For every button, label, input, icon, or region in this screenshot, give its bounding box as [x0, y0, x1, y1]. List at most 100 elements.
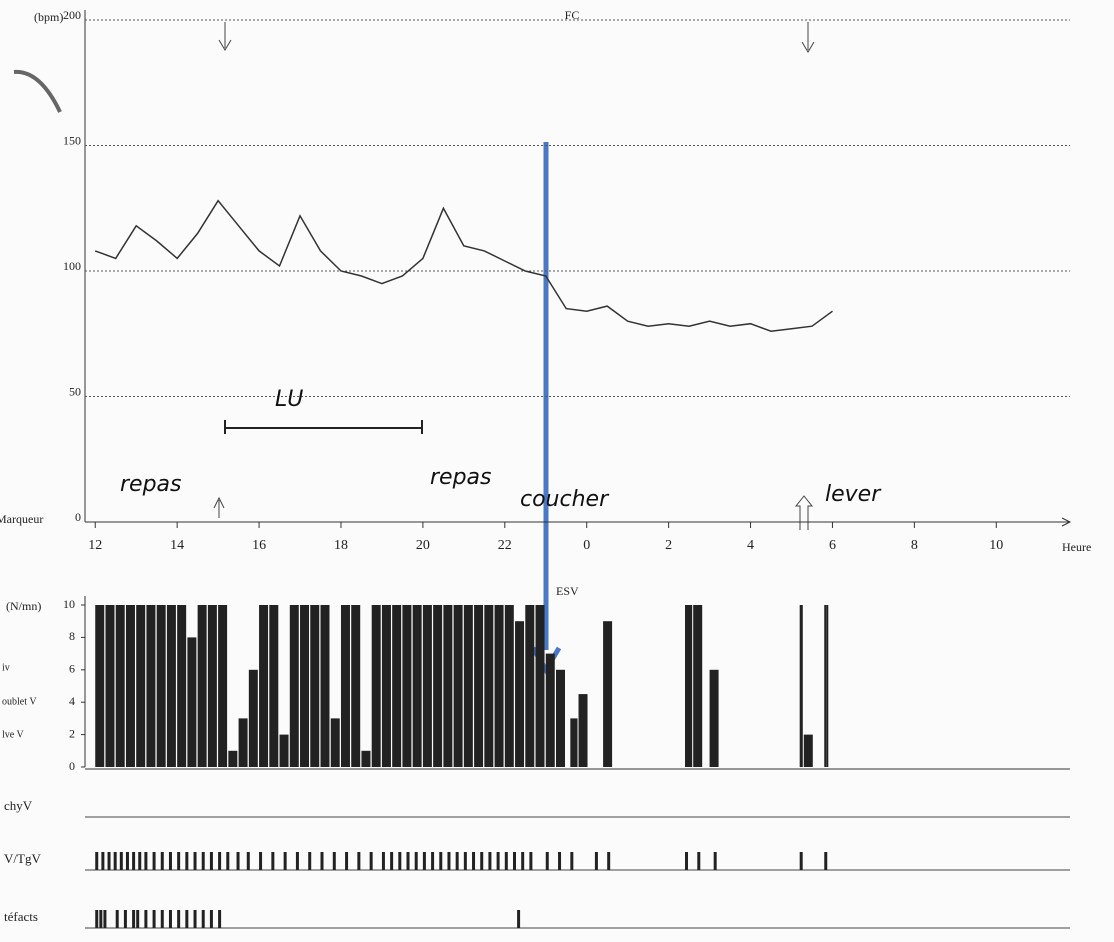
event-tick — [226, 852, 230, 870]
bar — [177, 605, 187, 767]
bar — [443, 605, 453, 767]
event-tick — [463, 852, 467, 870]
event-tick — [529, 852, 533, 870]
y-tick-label: 0 — [75, 510, 81, 524]
event-tick — [517, 910, 521, 928]
event-tick — [414, 852, 418, 870]
event-tick — [95, 910, 99, 928]
bar — [125, 605, 135, 767]
event-tick — [185, 910, 189, 928]
event-tick — [685, 852, 689, 870]
row-label: chyV — [4, 798, 33, 813]
event-tick — [168, 852, 172, 870]
event-tick — [496, 852, 500, 870]
bar — [95, 605, 105, 767]
bar — [474, 605, 484, 767]
bar — [826, 605, 829, 767]
event-tick — [455, 852, 459, 870]
event-tick — [570, 852, 574, 870]
annotation: repas — [120, 472, 182, 497]
event-tick — [101, 852, 105, 870]
x-axis-arrow — [1061, 517, 1072, 527]
event-tick — [390, 852, 394, 870]
event-tick — [177, 910, 181, 928]
event-tick — [119, 852, 123, 870]
row-label: iv — [2, 662, 10, 673]
y-axis-label: (N/mn) — [6, 599, 41, 613]
event-tick — [345, 852, 349, 870]
x-tick-label: 12 — [88, 538, 102, 553]
bar — [803, 734, 813, 767]
bar — [433, 605, 443, 767]
y-axis-label: (bpm) — [34, 10, 63, 24]
event-tick — [332, 852, 336, 870]
event-tick — [472, 852, 476, 870]
annotation: LU — [275, 387, 303, 412]
event-tick — [168, 910, 172, 928]
event-tick — [123, 910, 127, 928]
event-tick — [138, 852, 142, 870]
bar — [340, 605, 350, 767]
bar — [463, 605, 473, 767]
event-tick — [218, 852, 222, 870]
event-tick — [136, 910, 140, 928]
bar — [146, 605, 156, 767]
x-tick-label: 18 — [334, 538, 348, 553]
x-tick-label: 2 — [665, 538, 672, 553]
bar — [799, 605, 803, 767]
bar — [685, 605, 693, 767]
event-tick — [697, 852, 701, 870]
bar — [166, 605, 176, 767]
event-tick — [125, 852, 129, 870]
event-tick — [422, 852, 426, 870]
x-tick-label: 22 — [498, 538, 512, 553]
bar — [545, 653, 555, 767]
event-tick — [439, 852, 443, 870]
x-axis-label: Heure — [1062, 540, 1091, 554]
marker-arrow — [213, 496, 225, 518]
bar — [269, 605, 279, 767]
y-tick-label: 8 — [69, 629, 75, 643]
heart-rate-line — [94, 199, 833, 332]
event-tick — [152, 852, 156, 870]
hand-bracket — [224, 420, 423, 434]
event-tick — [308, 852, 312, 870]
bar — [693, 605, 703, 767]
event-tick — [103, 910, 107, 928]
bar — [412, 605, 422, 767]
bar — [351, 605, 361, 767]
bar — [494, 605, 504, 767]
y-tick-label: 200 — [63, 8, 81, 22]
bar — [207, 605, 217, 767]
event-tick — [512, 852, 516, 870]
event-tick — [558, 852, 562, 870]
event-tick — [246, 852, 250, 870]
event-tick — [381, 852, 385, 870]
row-label: lve V — [2, 729, 25, 740]
event-tick — [193, 910, 197, 928]
event-tick — [144, 852, 148, 870]
event-tick — [160, 852, 164, 870]
y-tick-label: 10 — [63, 597, 75, 611]
event-tick — [398, 852, 402, 870]
event-tick — [369, 852, 373, 870]
bar — [105, 605, 115, 767]
bar — [238, 718, 248, 767]
bar — [709, 669, 719, 767]
event-tick — [607, 852, 611, 870]
x-tick-label: 16 — [252, 538, 266, 553]
bar — [136, 605, 146, 767]
annotation: repas — [430, 465, 492, 490]
bar — [570, 718, 578, 767]
x-tick-label: 8 — [911, 538, 918, 553]
x-tick-label: 14 — [170, 538, 184, 553]
bar — [422, 605, 432, 767]
bar — [484, 605, 494, 767]
y-tick-label: 2 — [69, 726, 75, 740]
bar — [515, 621, 525, 767]
event-tick — [107, 852, 111, 870]
event-tick — [406, 852, 410, 870]
event-tick — [488, 852, 492, 870]
event-tick — [259, 852, 263, 870]
row-label: V/TgV — [4, 851, 41, 866]
